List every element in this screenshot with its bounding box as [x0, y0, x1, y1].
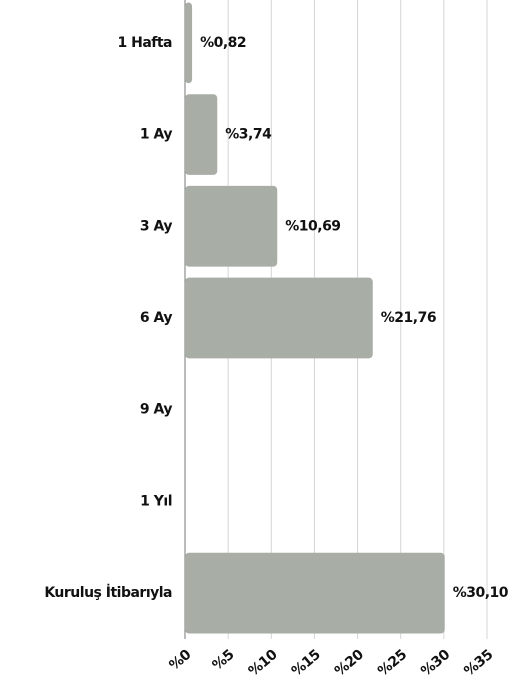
- y-tick-label: 1 Ay: [140, 127, 172, 143]
- y-tick-label: 6 Ay: [140, 310, 172, 326]
- x-tick-label: %5: [210, 647, 238, 674]
- x-tick-label: %20: [332, 646, 367, 679]
- value-label: %21,76: [381, 310, 436, 326]
- y-tick-label: Kuruluş İtibarıyla: [44, 584, 172, 601]
- bar: [185, 185, 278, 267]
- x-tick-label: %25: [375, 647, 410, 680]
- bar: [185, 552, 445, 634]
- y-tick-label: 1 Hafta: [117, 35, 172, 51]
- x-tick-label: %35: [461, 647, 496, 680]
- y-tick-label: 1 Yıl: [140, 493, 172, 509]
- x-tick-label: %15: [289, 647, 324, 680]
- x-tick-label: %30: [418, 646, 453, 679]
- x-tick-label: %0: [166, 646, 194, 673]
- bar: [185, 2, 193, 84]
- bar: [185, 94, 218, 175]
- y-tick-label: 9 Ay: [140, 402, 172, 418]
- y-tick-label: 3 Ay: [140, 218, 172, 234]
- value-label: %30,10: [453, 585, 509, 601]
- value-label: %10,69: [285, 218, 340, 234]
- bar: [185, 277, 373, 359]
- x-tick-label: %10: [246, 646, 281, 679]
- value-label: %0,82: [200, 35, 246, 51]
- value-label: %3,74: [225, 127, 272, 143]
